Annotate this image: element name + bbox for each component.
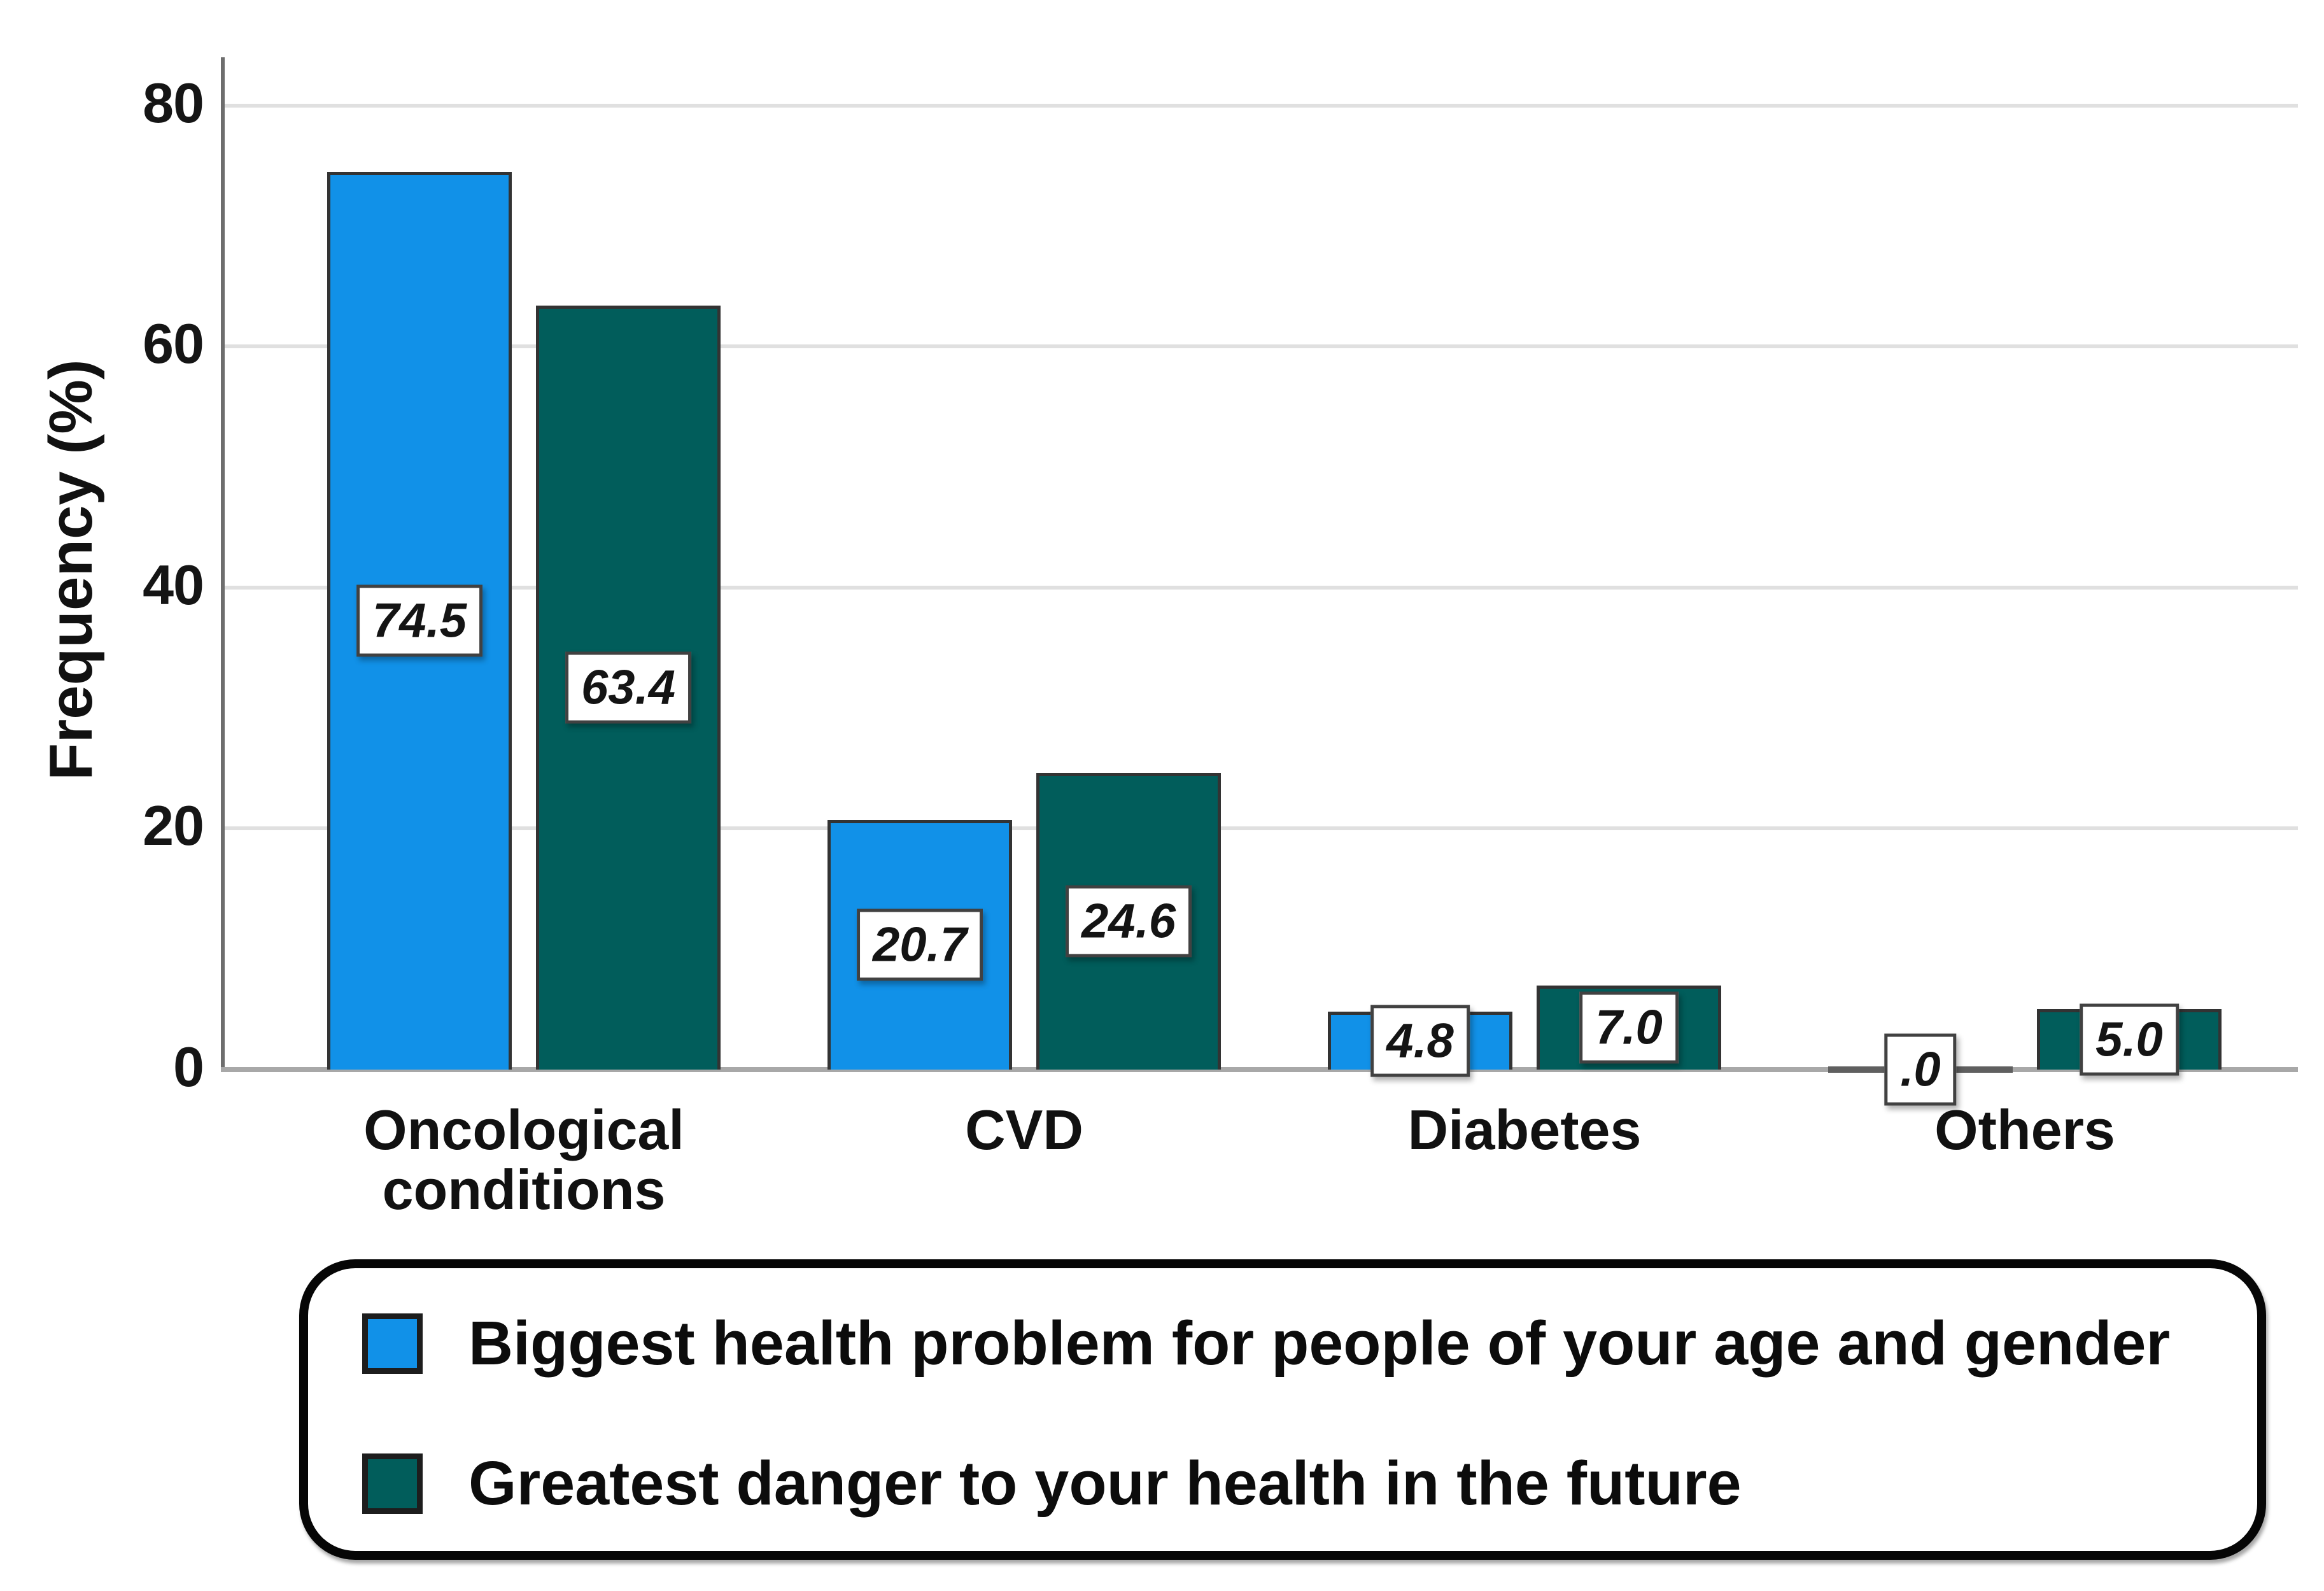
- legend-item: Greatest danger to your health in the fu…: [362, 1448, 1742, 1519]
- x-tick-label: Oncological conditions: [363, 1098, 684, 1222]
- legend-item: Biggest health problem for people of you…: [362, 1308, 2170, 1379]
- bar-value-label: 5.0: [2080, 1003, 2179, 1076]
- legend-label: Greatest danger to your health in the fu…: [468, 1448, 1742, 1518]
- bar-value-label: 20.7: [857, 909, 983, 981]
- x-axis-baseline: [221, 1067, 2298, 1072]
- gridline: [223, 585, 2298, 590]
- bar-value-label: .0: [1884, 1033, 1957, 1106]
- legend-swatch-series-1: [362, 1313, 423, 1374]
- gridline: [223, 826, 2298, 831]
- x-tick-label: CVD: [965, 1098, 1083, 1161]
- bar-value-label: 74.5: [356, 584, 482, 657]
- bar-value-label: 4.8: [1370, 1005, 1470, 1077]
- y-tick-label: 40: [143, 553, 204, 616]
- bar-value-label: 24.6: [1066, 885, 1192, 958]
- y-tick-label: 80: [143, 71, 204, 134]
- bar-value-label: 63.4: [565, 651, 691, 724]
- gridline: [223, 344, 2298, 349]
- y-axis-line: [221, 57, 225, 1072]
- gridline: [223, 103, 2298, 108]
- y-tick-label: 20: [143, 794, 204, 858]
- legend-swatch-series-2: [362, 1453, 423, 1514]
- bar-value-label: 7.0: [1579, 991, 1679, 1064]
- x-tick-label: Others: [1934, 1098, 2115, 1161]
- legend-label: Biggest health problem for people of you…: [468, 1308, 2171, 1378]
- y-tick-label: 0: [173, 1035, 204, 1098]
- x-tick-label: Diabetes: [1407, 1098, 1642, 1161]
- legend: Biggest health problem for people of you…: [299, 1259, 2266, 1560]
- y-tick-label: 60: [143, 312, 204, 376]
